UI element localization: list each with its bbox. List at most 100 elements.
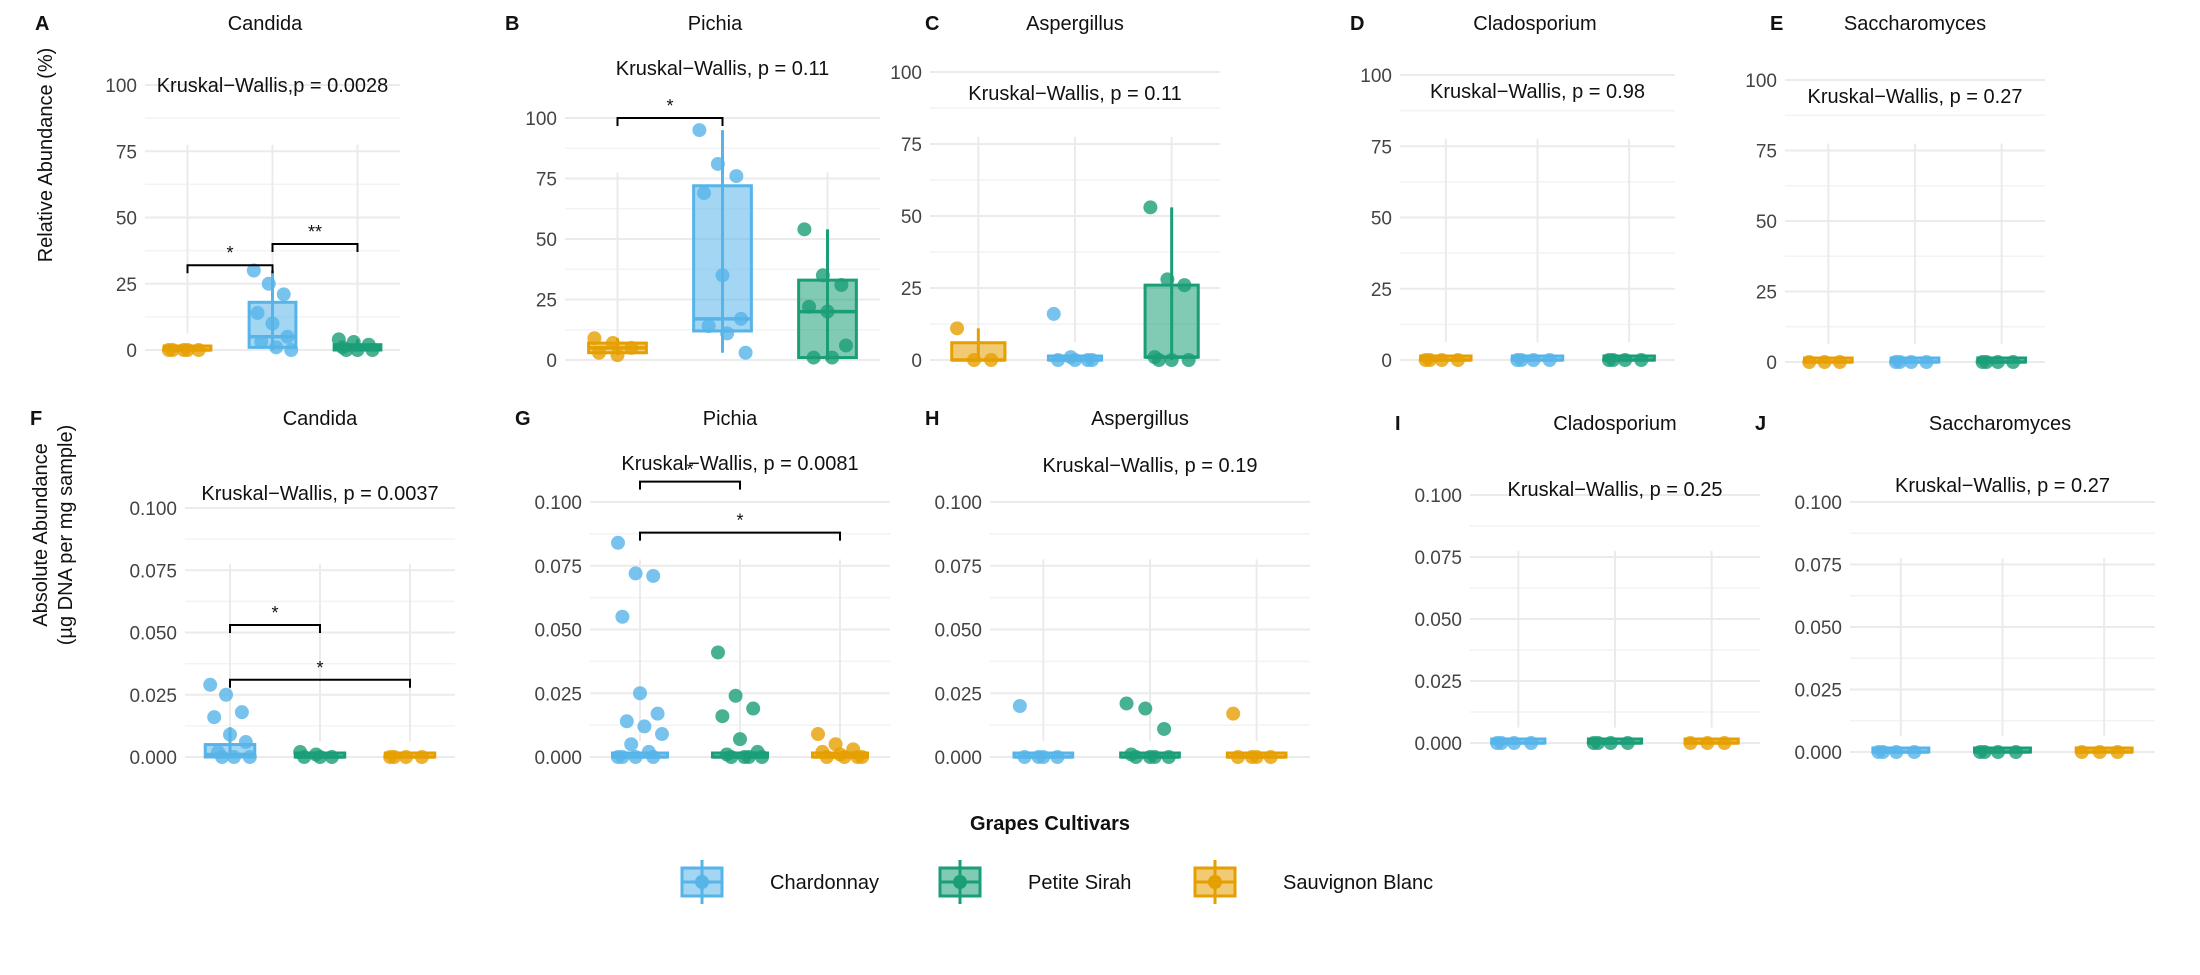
legend-key-point: [695, 875, 709, 889]
data-point: [250, 305, 265, 320]
panel-label: D: [1350, 13, 1364, 35]
panel-label: G: [515, 408, 531, 430]
panel-b: 0 25 50 75 100 B Pichia Kruskal−Wallis, p = 0.1…: [505, 13, 880, 372]
data-point: [715, 709, 730, 724]
panel-f: 0.000 0.025 0.050 0.075 0.100 F Candida Kruskal…: [30, 408, 455, 769]
legend-entry-chardonnay: Chardonnay: [680, 860, 879, 904]
y-tick-label: 0.025: [1414, 672, 1462, 693]
y-tick-label: 75: [116, 142, 137, 163]
panel-title: Saccharomyces: [1929, 413, 2071, 435]
data-point: [811, 727, 825, 742]
data-point: [1050, 750, 1065, 764]
kruskal-wallis-label: Kruskal−Wallis, p = 0.27: [1808, 86, 2023, 108]
box-chardonnay: [1510, 353, 1565, 367]
panel-d: 0 25 50 75 100 D Cladosporium Kruskal−Wallis, p…: [1350, 13, 1675, 372]
data-point: [180, 343, 195, 357]
y-tick-label: 50: [536, 230, 557, 251]
box-chardonnay: [1046, 306, 1104, 367]
data-point: [1832, 355, 1847, 369]
y-tick-label: 0.050: [934, 621, 982, 642]
data-point: [1514, 353, 1529, 367]
data-point: [297, 750, 312, 764]
data-point: [223, 727, 237, 742]
y-tick-label: 0.075: [1414, 548, 1462, 569]
y-tick-label: 0.100: [1794, 493, 1842, 514]
y-tick-label: 25: [536, 291, 557, 312]
data-point: [855, 750, 869, 764]
y-tick-label: 100: [1360, 66, 1392, 87]
data-point: [2092, 745, 2107, 759]
data-point: [246, 263, 261, 278]
kruskal-wallis-label: Kruskal−Wallis, p = 0.25: [1508, 479, 1723, 501]
data-point: [1036, 750, 1051, 764]
data-point: [624, 737, 639, 752]
data-point: [1603, 736, 1618, 750]
y-tick-label: 50: [116, 209, 137, 230]
box-chardonnay: [1871, 745, 1931, 759]
data-point: [1875, 745, 1890, 759]
kruskal-wallis-label: Kruskal−Wallis, p = 0.0081: [621, 453, 858, 475]
box-sauvignon-blanc: [950, 321, 1007, 367]
data-point: [1046, 306, 1061, 321]
data-point: [1620, 736, 1635, 750]
box-chardonnay: [1888, 355, 1941, 369]
significance-label: *: [316, 658, 323, 678]
data-point: [692, 123, 707, 138]
y-axis-label-absolute-units: (µg DNA per mg sample): [55, 425, 77, 645]
box-sauvignon-blanc: [383, 750, 437, 764]
y-tick-label: 0.050: [1414, 610, 1462, 631]
bracket-line: [186, 264, 274, 274]
data-point: [387, 750, 402, 764]
data-point: [414, 750, 429, 764]
data-point: [967, 353, 982, 367]
panel-c: 0 25 50 75 100 C Aspergillus Kruskal−Wallis, p …: [890, 13, 1220, 372]
y-tick-label: 75: [1371, 137, 1392, 158]
y-tick-label: 0.000: [534, 748, 582, 769]
data-point: [738, 345, 753, 360]
data-point: [633, 686, 647, 701]
data-point: [226, 750, 241, 764]
data-point: [628, 566, 643, 581]
y-tick-label: 100: [105, 76, 137, 97]
y-tick-label: 0.075: [1794, 556, 1842, 577]
y-tick-label: 0.025: [1794, 681, 1842, 702]
y-axis-label-absolute: Absolute Abundance: [30, 443, 52, 627]
data-point: [733, 311, 748, 326]
panel-a: 0 25 50 75 100 A Candida Kruskal−Wallis,p = 0.0…: [35, 13, 400, 362]
data-point: [1618, 353, 1633, 367]
panel-label: J: [1755, 413, 1766, 435]
data-point: [254, 335, 269, 350]
data-point: [746, 701, 761, 716]
panel-i: 0.000 0.025 0.050 0.075 0.100 I Cladosporium Kr…: [1395, 413, 1760, 755]
data-point: [611, 535, 625, 550]
y-tick-label: 0.075: [534, 557, 582, 578]
panel-label: C: [925, 13, 939, 35]
y-tick-label: 0.025: [934, 684, 982, 705]
data-point: [265, 316, 280, 331]
data-point: [1524, 736, 1539, 750]
box-body: [1143, 283, 1200, 359]
significance-label: *: [736, 511, 743, 531]
panel-title: Candida: [283, 408, 358, 430]
data-point: [701, 319, 716, 334]
panel-label: I: [1395, 413, 1401, 435]
y-tick-label: 0.025: [534, 684, 582, 705]
y-tick-label: 25: [116, 275, 137, 296]
data-point: [1634, 353, 1649, 367]
data-point: [203, 677, 218, 692]
panels-layer: 0 25 50 75 100 A Candida Kruskal−Wallis,p = 0.0…: [30, 13, 2155, 769]
data-point: [1991, 745, 2006, 759]
data-point: [825, 350, 840, 365]
y-tick-label: 0.050: [129, 624, 177, 645]
y-tick-label: 75: [901, 135, 922, 156]
box-petite-sirah: [1975, 355, 2028, 369]
box-sauvignon-blanc: [1225, 706, 1288, 764]
legend-title: Grapes Cultivars: [970, 813, 1130, 835]
kruskal-wallis-label: Kruskal−Wallis, p = 0.98: [1430, 81, 1645, 103]
significance-label: *: [666, 96, 673, 116]
y-tick-label: 0.000: [129, 748, 177, 769]
data-point: [1494, 736, 1509, 750]
significance-bracket: *: [639, 511, 841, 541]
data-point: [1904, 355, 1919, 369]
data-point: [1590, 736, 1605, 750]
